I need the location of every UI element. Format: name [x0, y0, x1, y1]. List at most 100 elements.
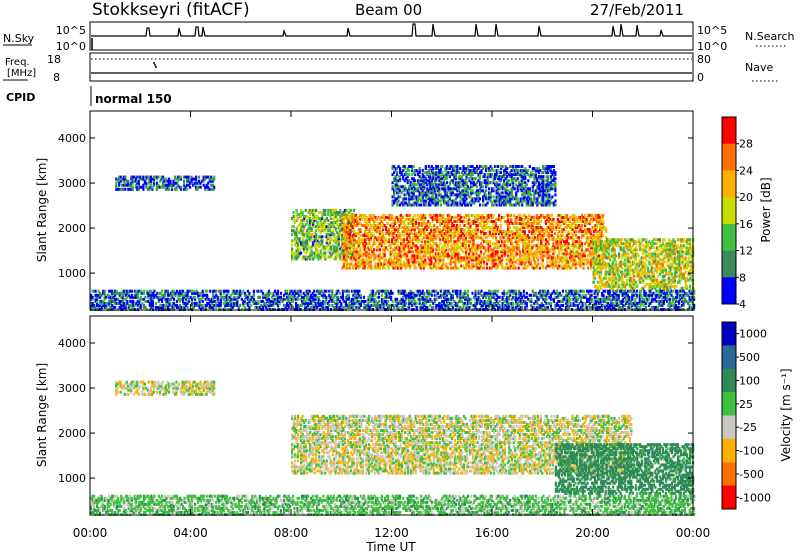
echo-cell	[417, 181, 420, 185]
echo-cell	[397, 175, 400, 179]
echo-cell	[330, 233, 333, 237]
echo-cell	[357, 264, 360, 268]
echo-cell	[343, 211, 346, 214]
echo-cell	[334, 241, 337, 245]
echo-cell	[419, 240, 422, 244]
echo-cell	[445, 246, 448, 250]
echo-cell	[457, 256, 460, 260]
echo-cell	[555, 222, 558, 225]
echo-cell	[408, 165, 411, 168]
echo-cell	[313, 225, 316, 229]
echo-cell	[372, 222, 376, 225]
echo-cell	[483, 228, 486, 232]
echo-cell	[432, 187, 435, 191]
echo-cell	[523, 217, 526, 221]
echo-cell	[391, 222, 394, 225]
echo-cell	[353, 248, 356, 252]
echo-cell	[127, 183, 130, 187]
echo-cell	[301, 219, 304, 223]
echo-cell	[550, 230, 553, 234]
echo-cell	[396, 171, 399, 175]
echo-cell	[163, 177, 166, 181]
echo-cell	[482, 185, 485, 189]
echo-cell	[584, 228, 587, 232]
echo-cell	[498, 179, 501, 183]
echo-cell	[322, 219, 325, 223]
echo-cell	[410, 217, 413, 221]
echo-cell	[469, 185, 473, 189]
echo-cell	[166, 185, 169, 189]
echo-cell	[465, 177, 468, 181]
echo-cell	[467, 256, 471, 260]
echo-cell	[459, 199, 462, 203]
echo-cell	[429, 187, 432, 191]
echo-cell	[359, 254, 362, 258]
echo-cell	[517, 236, 520, 240]
echo-cell	[310, 251, 313, 255]
echo-cell	[374, 236, 377, 240]
echo-cell	[535, 222, 538, 225]
echo-cell	[412, 256, 415, 260]
echo-cell	[207, 181, 210, 185]
echo-cell	[540, 213, 543, 217]
echo-cell	[440, 266, 443, 270]
echo-cell	[481, 220, 484, 223]
echo-cell	[172, 183, 175, 187]
echo-cell	[399, 185, 402, 189]
echo-cell	[416, 232, 419, 236]
echo-cell	[532, 230, 535, 234]
echo-cell	[495, 199, 498, 203]
echo-cell	[580, 226, 584, 229]
echo-cell	[571, 238, 575, 242]
echo-cell	[374, 217, 377, 221]
echo-cell	[462, 191, 465, 195]
echo-cell	[477, 197, 480, 201]
echo-cell	[386, 264, 389, 268]
echo-cell	[439, 181, 442, 185]
echo-cell	[540, 236, 543, 240]
echo-cell	[413, 213, 416, 217]
echo-cell	[570, 222, 573, 225]
echo-cell	[556, 224, 559, 227]
echo-cell	[344, 250, 347, 254]
echo-cell	[422, 222, 425, 225]
echo-cell	[436, 246, 439, 250]
echo-cell	[442, 199, 445, 203]
echo-cell	[466, 260, 469, 264]
echo-cell	[400, 266, 403, 270]
echo-cell	[154, 175, 157, 179]
echo-cell	[540, 215, 543, 219]
echo-cell	[500, 179, 503, 183]
echo-cell	[453, 175, 456, 179]
echo-cell	[366, 256, 370, 260]
echo-cell	[369, 266, 373, 270]
echo-cell	[365, 242, 368, 246]
echo-cell	[454, 256, 457, 260]
echo-cell	[497, 187, 500, 191]
echo-cell	[304, 241, 307, 245]
echo-cell	[347, 215, 350, 219]
echo-cell	[531, 230, 534, 234]
echo-cell	[548, 193, 551, 197]
echo-cell	[543, 254, 546, 258]
echo-cell	[473, 222, 477, 225]
echo-cell	[513, 260, 516, 264]
echo-cell	[522, 220, 525, 223]
echo-cell	[301, 233, 304, 237]
echo-cell	[409, 238, 412, 242]
echo-cell	[514, 254, 517, 258]
echo-cell	[526, 252, 529, 256]
echo-cell	[475, 236, 478, 240]
echo-cell	[507, 232, 510, 236]
echo-cell	[449, 230, 452, 234]
echo-cell	[535, 250, 538, 254]
echo-cell	[202, 179, 205, 183]
echo-cell	[402, 203, 405, 207]
echo-cell	[599, 236, 602, 240]
echo-cell	[396, 179, 399, 183]
echo-cell	[496, 230, 499, 234]
echo-cell	[504, 244, 507, 248]
echo-cell	[464, 264, 468, 268]
echo-cell	[511, 242, 514, 246]
echo-cell	[366, 220, 370, 223]
